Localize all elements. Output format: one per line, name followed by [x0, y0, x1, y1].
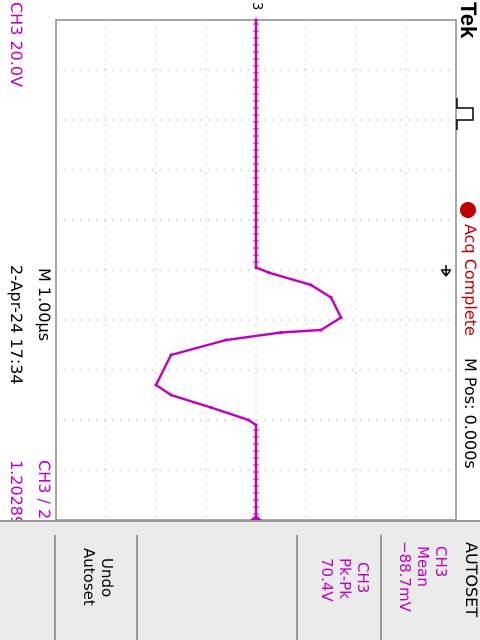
waveform-point [254, 423, 258, 427]
mean-label: Mean [414, 546, 432, 587]
waveform-point [169, 393, 173, 397]
waveform-point [224, 338, 228, 342]
acquisition-status: Acq Complete [461, 224, 480, 336]
date-time: 2-Apr-24 17:34 [7, 265, 26, 385]
side-menu-title: AUTOSET [462, 542, 480, 618]
mean-measurement-button[interactable]: CH3 Mean −88.7mV [382, 536, 454, 640]
trigger-level-marker [250, 515, 262, 520]
channel-ground-marker: 3 [249, 2, 264, 11]
waveform-point [209, 405, 213, 410]
undo-label: Undo [98, 558, 116, 598]
waveform-point [279, 330, 283, 335]
pk-pk-value: 70.4V [318, 558, 336, 602]
waveform-point [329, 295, 333, 300]
acquisition-indicator-icon [460, 202, 476, 218]
waveform-trace [154, 18, 343, 522]
timebase-setting: M 1.00μs [35, 268, 54, 342]
waveform-point [254, 265, 258, 270]
brand-logo: Tek [456, 2, 480, 39]
mean-source: CH3 [432, 546, 450, 578]
waveform-point [154, 383, 158, 387]
waveform-series-line [154, 20, 343, 520]
peak-to-peak-measurement-button[interactable]: CH3 Pk-Pk 70.4V [298, 536, 378, 640]
menu-divider [136, 535, 138, 640]
trigger-edge-icon [456, 98, 474, 130]
side-menu-panel [0, 520, 480, 640]
undo-autoset-button[interactable]: Undo Autoset [56, 536, 134, 640]
menu-divider [296, 535, 298, 640]
waveform-point [169, 353, 173, 357]
waveform-point [246, 418, 251, 422]
waveform-point [266, 270, 271, 275]
waveform-point [309, 283, 313, 287]
menu-divider [0, 520, 480, 522]
waveform-point [319, 328, 323, 332]
autoset-label: Autoset [80, 548, 98, 606]
pk-pk-label: Pk-Pk [336, 558, 354, 599]
channel-scale: CH3 20.0V [7, 2, 26, 88]
trigger-position-marker [441, 265, 451, 277]
mean-value: −88.7mV [396, 541, 414, 612]
menu-divider [54, 535, 56, 640]
waveform-point [254, 18, 258, 22]
menu-divider [380, 535, 382, 640]
horizontal-position: M Pos: 0.000s [461, 358, 480, 469]
waveform-point [339, 315, 343, 320]
pk-pk-source: CH3 [354, 562, 372, 594]
